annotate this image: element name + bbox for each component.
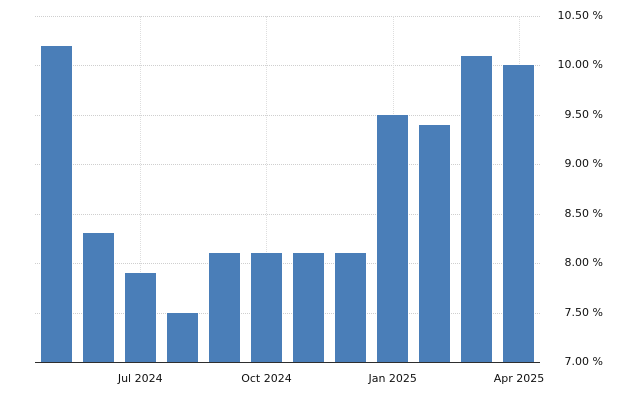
- bar-jul-2024: [125, 273, 156, 362]
- y-gridline: [35, 213, 540, 215]
- y-axis-tick-label: 8.00 %: [564, 256, 603, 270]
- y-gridline: [35, 164, 540, 166]
- x-axis-tick-label: Apr 2025: [493, 372, 545, 385]
- y-gridline: [35, 114, 540, 116]
- x-axis-line: [35, 362, 540, 363]
- bar-oct-2024: [251, 253, 282, 362]
- y-gridline: [35, 65, 540, 67]
- y-axis-tick-label: 7.50 %: [564, 305, 603, 319]
- y-gridline: [35, 16, 540, 17]
- bar-dec-2024: [335, 253, 366, 362]
- bar-may-2024: [41, 46, 72, 362]
- bar-nov-2024: [293, 253, 324, 362]
- y-gridline: [35, 263, 540, 265]
- x-gridline: [140, 16, 142, 362]
- bar-apr-2025: [503, 65, 534, 362]
- bar-jun-2024: [83, 233, 114, 362]
- bar-mar-2025: [461, 56, 492, 362]
- y-axis-tick-label: 9.50 %: [564, 107, 603, 121]
- bar-jan-2025: [377, 115, 408, 362]
- x-gridline: [266, 16, 268, 362]
- y-axis-tick-label: 10.50 %: [557, 9, 603, 22]
- x-axis-tick-label: Oct 2024: [241, 372, 292, 385]
- y-axis-tick-label: 8.50 %: [564, 206, 603, 220]
- plot-area: [35, 16, 540, 363]
- bar-aug-2024: [167, 313, 198, 362]
- y-axis-tick-label: 7.00 %: [564, 355, 603, 368]
- x-axis-tick-label: Jan 2025: [368, 372, 417, 385]
- bar-sep-2024: [209, 253, 240, 362]
- x-axis-tick-label: Jul 2024: [117, 372, 163, 385]
- bar-feb-2025: [419, 125, 450, 362]
- y-gridline: [35, 312, 540, 314]
- y-axis-tick-label: 9.00 %: [564, 157, 603, 171]
- y-axis-tick-label: 10.00 %: [557, 58, 603, 72]
